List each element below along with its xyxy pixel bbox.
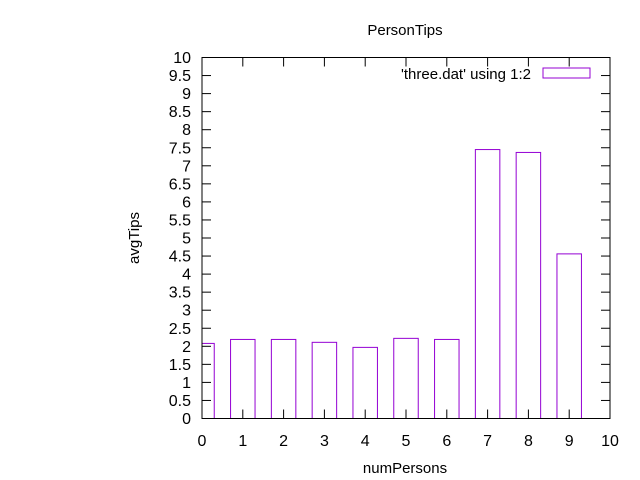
bar-1 [230, 338, 256, 420]
y-tick-label-0: 0 [182, 411, 191, 428]
y-tick-label-19: 9.5 [169, 68, 191, 85]
x-tick-label-4: 4 [361, 433, 370, 450]
y-tick-label-7: 3.5 [169, 285, 191, 302]
legend: 'three.dat' using 1:2 [401, 66, 591, 83]
legend-label: 'three.dat' using 1:2 [401, 66, 531, 83]
bar-2 [270, 338, 297, 420]
x-tick-label-3: 3 [320, 433, 329, 450]
y-tick-label-6: 3 [182, 303, 191, 320]
y-tick-label-4: 2 [182, 339, 191, 356]
axis-ticks-group [201, 57, 611, 419]
legend-swatch [542, 67, 591, 79]
y-tick-label-14: 7 [182, 158, 191, 175]
bar-4 [352, 346, 378, 419]
y-tick-label-12: 6 [182, 194, 191, 211]
bar-3 [311, 341, 338, 420]
chart-title: PersonTips [367, 22, 442, 39]
x-tick-label-9: 9 [565, 433, 574, 450]
y-tick-label-2: 1 [182, 375, 191, 392]
plot-border [201, 57, 611, 419]
x-tick-label-0: 0 [198, 433, 207, 450]
y-tick-label-5: 2.5 [169, 321, 191, 338]
y-tick-label-17: 8.5 [169, 104, 191, 121]
x-tick-label-6: 6 [442, 433, 451, 450]
y-tick-label-11: 5.5 [169, 212, 191, 229]
y-tick-label-18: 9 [182, 86, 191, 103]
y-axis-label: avgTips [126, 212, 143, 264]
y-tick-label-9: 4.5 [169, 249, 191, 266]
x-tick-label-8: 8 [524, 433, 533, 450]
x-tick-label-2: 2 [279, 433, 288, 450]
y-tick-label-16: 8 [182, 122, 191, 139]
y-tick-label-15: 7.5 [169, 140, 191, 157]
y-tick-label-13: 6.5 [169, 176, 191, 193]
bar-5 [393, 337, 419, 419]
y-tick-label-8: 4 [182, 267, 191, 284]
bars-group [201, 149, 582, 420]
x-tick-label-1: 1 [238, 433, 247, 450]
bar-6 [434, 338, 460, 420]
x-axis-label: numPersons [363, 460, 447, 477]
y-tick-label-1: 0.5 [169, 393, 191, 410]
y-tick-label-3: 1.5 [169, 357, 191, 374]
bar-0 [201, 342, 215, 419]
bar-9 [556, 253, 582, 419]
tick-labels-group: 0 1 2 3 4 5 6 7 8 9 1000.511.522.533.544.555.566.5… [169, 50, 619, 450]
x-tick-label-7: 7 [483, 433, 492, 450]
x-tick-label-5: 5 [402, 433, 411, 450]
y-tick-label-20: 10 [173, 50, 191, 67]
x-tick-label-10: 10 [601, 433, 619, 450]
y-tick-label-10: 5 [182, 231, 191, 248]
bar-7 [474, 149, 501, 419]
bar-8 [515, 151, 542, 419]
